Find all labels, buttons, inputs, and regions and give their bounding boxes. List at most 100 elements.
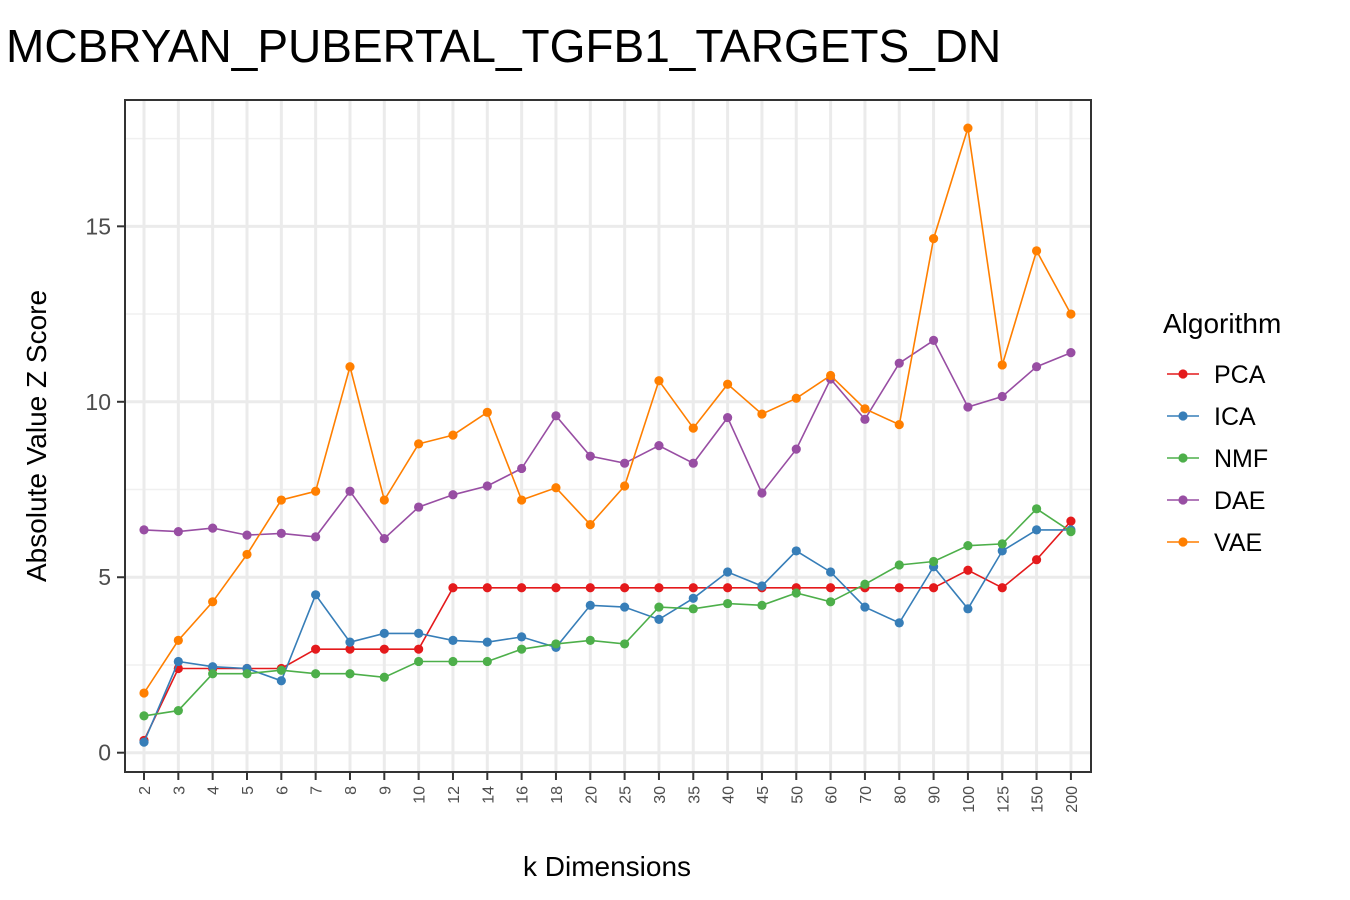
x-tick-label: 20 [583, 786, 600, 804]
data-point [826, 567, 836, 577]
data-point [379, 628, 389, 638]
y-tick-label: 5 [98, 564, 111, 590]
data-point [860, 414, 870, 424]
data-point [1066, 516, 1076, 526]
data-point [345, 486, 355, 496]
data-point [997, 539, 1007, 549]
data-point [482, 656, 492, 667]
legend-key-point [1178, 537, 1188, 547]
data-point [482, 637, 492, 647]
x-tick-label: 60 [824, 786, 841, 804]
data-point [757, 600, 767, 610]
series-vae [139, 123, 1076, 698]
data-point [997, 360, 1007, 370]
data-point [345, 362, 355, 372]
data-point [1031, 246, 1042, 256]
data-point [894, 560, 904, 570]
data-point [585, 451, 595, 461]
x-tick-label: 6 [274, 786, 291, 795]
data-point [1031, 525, 1042, 535]
x-tick-label: 7 [309, 786, 326, 795]
data-point [654, 602, 664, 612]
data-point [791, 588, 801, 598]
y-tick-label: 10 [85, 389, 111, 415]
x-axis-title: k Dimensions [523, 851, 691, 882]
x-tick-label: 90 [927, 786, 944, 804]
data-point [791, 393, 801, 403]
data-point [414, 502, 424, 512]
data-point [826, 370, 836, 381]
data-point [208, 597, 218, 607]
data-point [688, 458, 698, 468]
x-axis: 2 3 4 5 6 7 8 9 10 12 14 16 18 20 25 30 35 40 45 50 60 70 80 90… [137, 772, 1081, 813]
data-point [654, 376, 664, 386]
x-tick-label: 30 [652, 786, 669, 804]
data-point [551, 639, 561, 649]
x-tick-label: 3 [171, 786, 188, 795]
x-tick-label: 18 [549, 786, 566, 804]
data-point [1031, 555, 1042, 565]
data-point [139, 711, 149, 721]
data-point [414, 644, 424, 654]
data-point [585, 635, 595, 646]
data-point [139, 737, 149, 747]
legend-item-nmf: NMF [1167, 445, 1268, 473]
x-tick-label: 9 [377, 786, 394, 795]
series-nmf [139, 504, 1076, 721]
x-tick-label: 100 [961, 786, 978, 813]
legend-key-point [1178, 369, 1188, 379]
data-point [791, 546, 801, 556]
data-point [688, 593, 698, 603]
legend-key-point [1178, 453, 1188, 463]
data-point [997, 583, 1007, 593]
data-point [276, 665, 286, 675]
x-tick-label: 4 [206, 786, 223, 795]
legend-items: PCA ICA NMF DAE VAE [1167, 361, 1268, 557]
legend-key-point [1178, 411, 1188, 421]
data-point [1066, 348, 1076, 358]
chart-title: MCBRYAN_PUBERTAL_TGFB1_TARGETS_DN [6, 20, 1001, 72]
legend-item-pca: PCA [1167, 361, 1266, 389]
data-point [311, 644, 321, 654]
data-point [345, 644, 355, 654]
data-point [414, 656, 424, 667]
data-point [860, 602, 870, 612]
series-dae [139, 335, 1076, 544]
data-point [208, 662, 218, 672]
series-ica [139, 525, 1076, 747]
legend-item-vae: VAE [1167, 529, 1262, 557]
data-point [654, 583, 664, 593]
data-point [585, 600, 595, 610]
data-point [620, 583, 630, 593]
data-point [894, 358, 904, 368]
data-point [517, 463, 527, 474]
plot-area [124, 99, 1092, 773]
data-point [826, 583, 836, 593]
series-line [143, 529, 1071, 743]
x-tick-label: 2 [137, 786, 154, 795]
data-point [242, 669, 252, 679]
series-line [143, 507, 1072, 717]
data-point [276, 495, 286, 505]
x-tick-label: 125 [995, 786, 1012, 813]
legend-item-ica: ICA [1167, 403, 1256, 431]
legend-label: ICA [1214, 403, 1256, 431]
data-point [517, 583, 527, 593]
x-tick-label: 45 [755, 786, 772, 804]
data-point [997, 391, 1007, 402]
data-point [173, 527, 183, 537]
data-point [723, 583, 733, 593]
data-point [1066, 309, 1076, 319]
data-point [276, 528, 286, 538]
plot-border [124, 99, 1092, 773]
legend-title: Algorithm [1163, 308, 1281, 339]
data-point [139, 688, 149, 698]
plot-background [125, 100, 1091, 772]
data-point [860, 404, 870, 414]
data-point [723, 598, 733, 609]
series-line [143, 520, 1072, 741]
legend-label: VAE [1214, 529, 1262, 557]
x-tick-label: 16 [515, 786, 532, 804]
data-point [757, 409, 767, 419]
data-point [620, 481, 630, 491]
